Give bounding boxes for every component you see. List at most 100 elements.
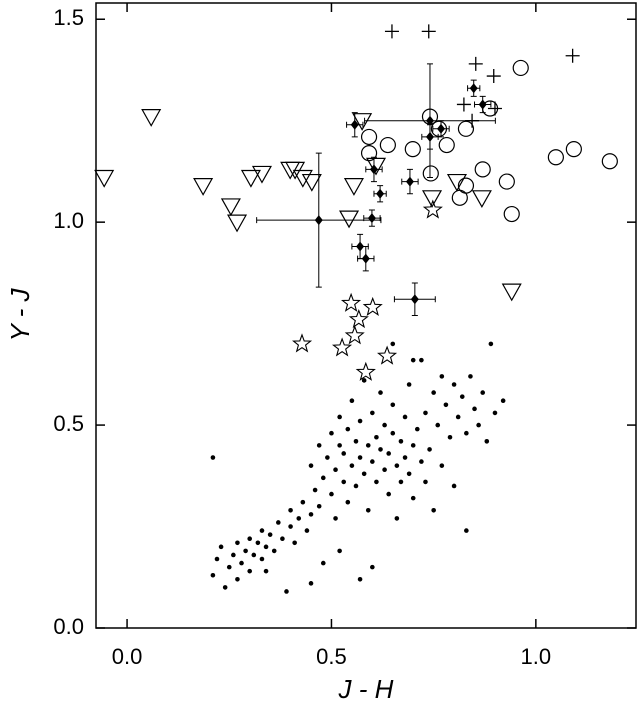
plus [384, 24, 399, 39]
dot [333, 467, 338, 473]
dot [370, 564, 375, 570]
dot [365, 443, 371, 448]
dot [288, 508, 293, 513]
dot [218, 544, 224, 550]
open-circle [457, 177, 475, 194]
open-star [340, 292, 362, 312]
dot [345, 499, 351, 505]
dot [488, 341, 494, 347]
filled-diamond [410, 294, 419, 305]
open-triangle [365, 157, 387, 176]
filled-diamond [314, 215, 323, 226]
open-triangle [471, 190, 492, 209]
open-circle [379, 136, 396, 154]
filled-diamond [369, 164, 378, 175]
filled-diamond [469, 83, 478, 94]
filled-diamond [376, 188, 385, 199]
dot [443, 402, 449, 408]
open-circle [422, 165, 439, 182]
dot [427, 447, 432, 452]
open-circle [404, 141, 421, 158]
open-star [292, 333, 313, 353]
dot [316, 443, 322, 448]
filled-diamond [350, 119, 359, 130]
dot [439, 463, 445, 468]
dot [378, 390, 383, 395]
open-triangle [220, 198, 241, 217]
plus [456, 97, 471, 112]
dot [492, 410, 498, 416]
dot [386, 451, 391, 456]
open-circle [360, 145, 378, 162]
dot [468, 374, 473, 379]
dot [284, 589, 289, 594]
plus [421, 24, 436, 39]
dot [316, 503, 322, 509]
dot [337, 548, 342, 554]
open-triangle [421, 190, 443, 209]
dot [255, 540, 261, 546]
dot [378, 447, 383, 452]
dot [447, 434, 453, 440]
open-circle [503, 205, 520, 223]
open-circle [498, 173, 515, 190]
filled-diamond [367, 213, 376, 224]
filled-diamond [356, 241, 365, 252]
plus [468, 56, 483, 71]
dot [341, 479, 347, 485]
dot [410, 443, 416, 448]
open-triangle [193, 178, 214, 196]
y-tick-label: 0.5 [53, 411, 84, 436]
dot [500, 398, 506, 404]
dot [431, 508, 436, 513]
dot [247, 568, 253, 574]
dot [259, 528, 265, 533]
open-star [348, 309, 369, 329]
dot [247, 536, 253, 542]
dot [410, 495, 416, 501]
dot [235, 576, 240, 582]
dot [304, 528, 310, 533]
open-circle [565, 141, 582, 158]
plus [565, 48, 580, 63]
dot [222, 585, 228, 590]
open-triangle [227, 214, 248, 233]
dot [374, 479, 379, 485]
open-triangle [240, 169, 261, 188]
dot [337, 414, 342, 420]
dot [251, 552, 257, 558]
dot [386, 491, 391, 497]
dot [357, 455, 363, 460]
dot [357, 418, 363, 424]
open-triangle [339, 210, 360, 229]
dot [308, 581, 314, 586]
dot [451, 382, 457, 387]
dot [280, 536, 285, 542]
dot [435, 422, 441, 428]
plus [486, 69, 501, 84]
open-triangle [501, 283, 522, 302]
dot [300, 499, 306, 505]
dot [431, 390, 436, 395]
open-circle [457, 120, 475, 137]
open-triangle [343, 178, 364, 196]
dot [382, 467, 387, 473]
y-tick-label: 0.0 [53, 614, 84, 639]
open-triangle [301, 173, 322, 192]
dot [292, 540, 297, 546]
dot [259, 556, 265, 562]
open-star [344, 325, 365, 345]
dot [276, 520, 281, 525]
dot [464, 528, 469, 533]
dot [390, 341, 396, 347]
dot [296, 516, 302, 521]
open-star [377, 345, 398, 365]
dot [402, 414, 408, 420]
dot [394, 463, 400, 468]
dot [402, 455, 408, 460]
dot [394, 516, 400, 521]
open-triangle [292, 169, 313, 188]
dot [370, 459, 375, 464]
dot [226, 564, 232, 570]
